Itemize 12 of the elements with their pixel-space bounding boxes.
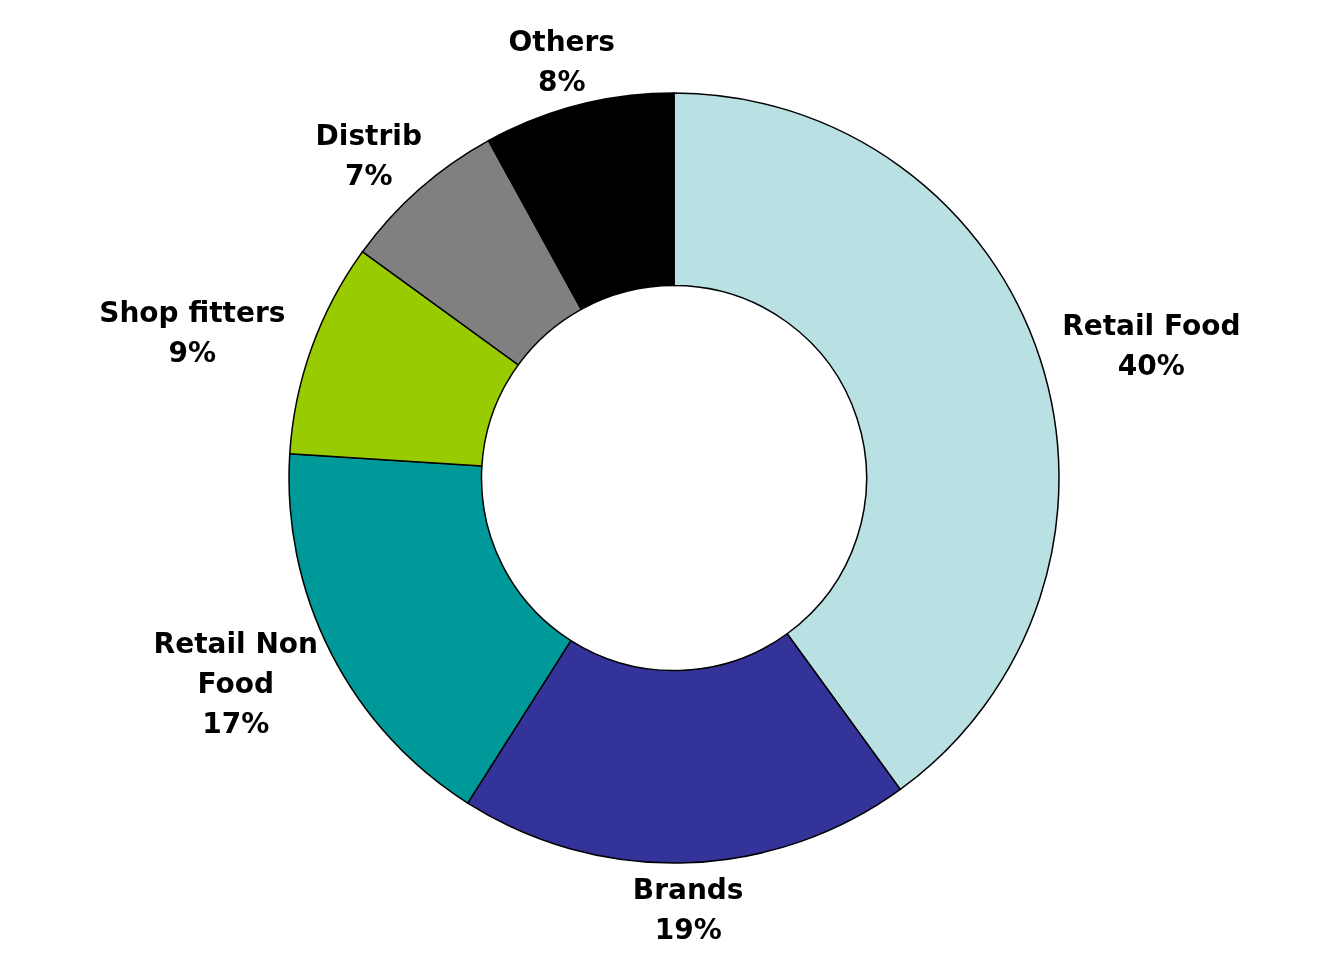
slice-label: Shop fitters <box>99 296 286 329</box>
slice-label: Retail Non Food <box>153 626 318 700</box>
data-label: 17% <box>202 706 270 740</box>
data-label: 8% <box>537 64 586 98</box>
slice-label: Distrib <box>315 118 422 152</box>
data-label: 40% <box>1117 348 1185 382</box>
data-label: 7% <box>344 158 393 192</box>
data-label: 9% <box>168 336 217 369</box>
slice-label: Others <box>508 24 616 58</box>
slice-label: Retail Food <box>1062 308 1241 342</box>
slice-label: Brands <box>632 872 744 906</box>
data-label: 19% <box>654 912 722 946</box>
